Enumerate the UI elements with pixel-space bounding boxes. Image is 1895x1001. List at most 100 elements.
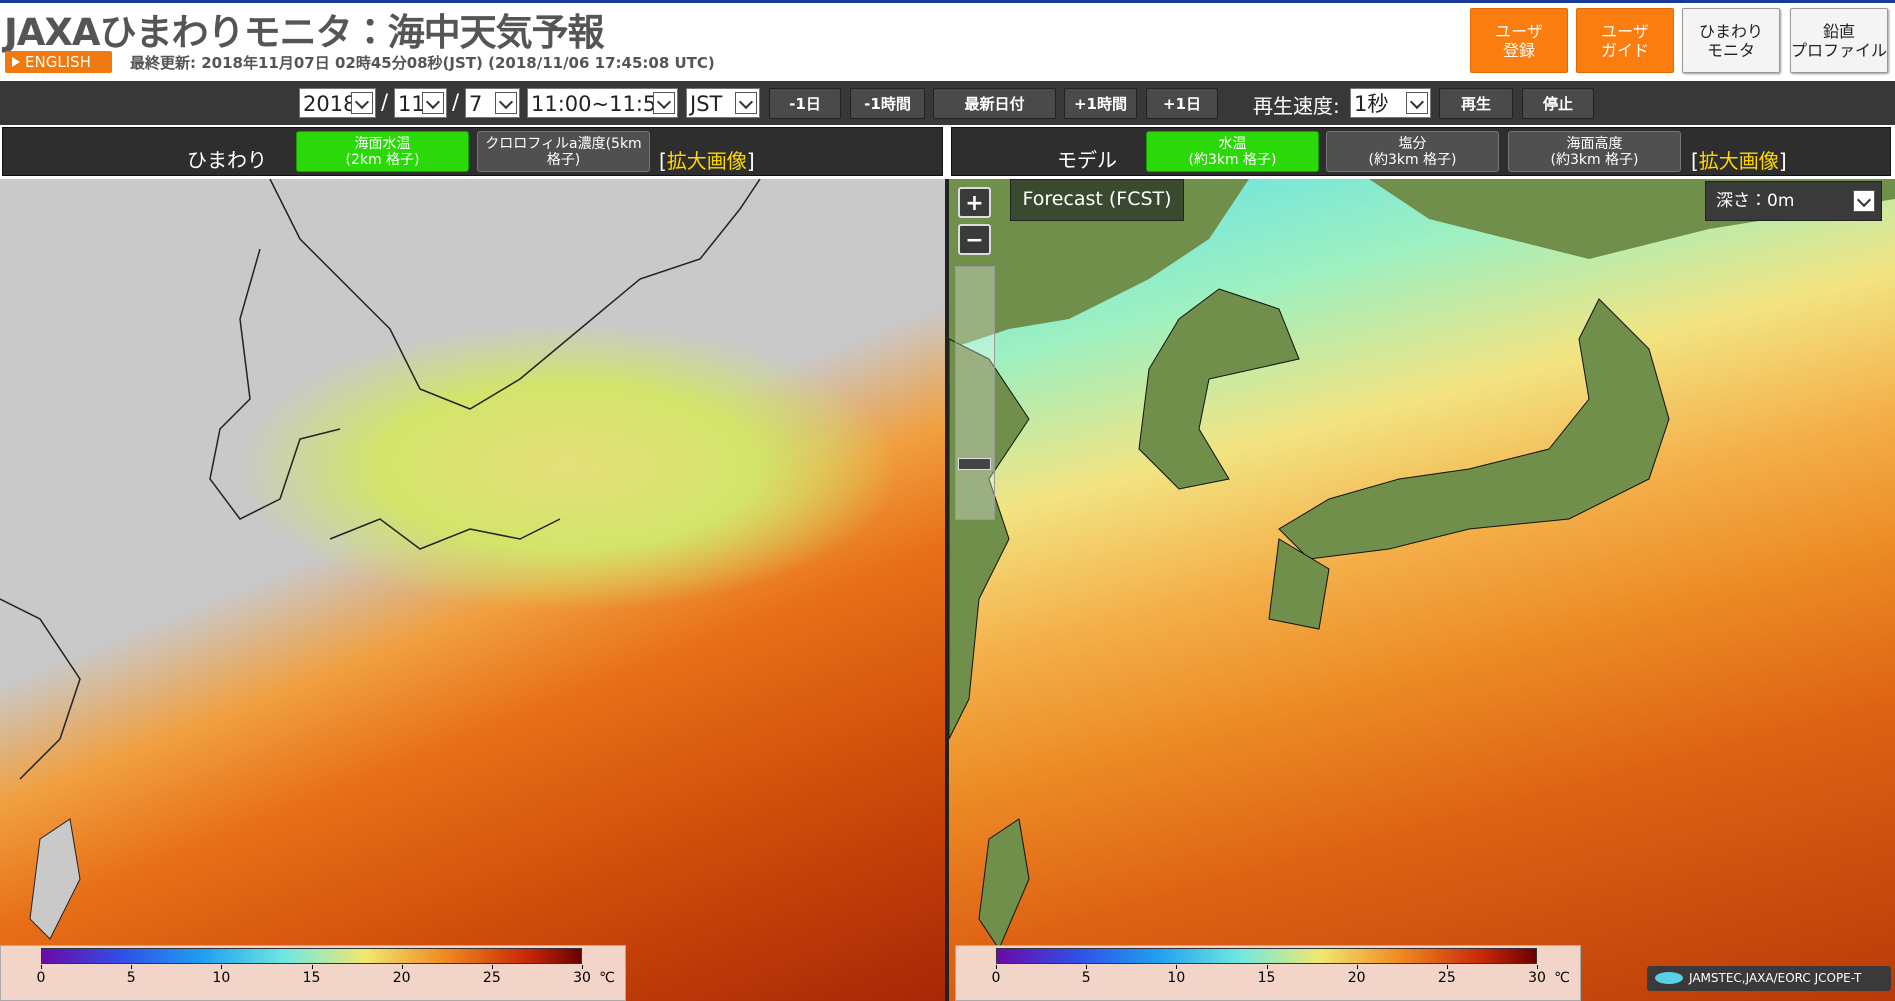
forecast-label: Forecast (FCST) bbox=[1010, 179, 1184, 221]
button-line: ひまわり bbox=[1698, 21, 1763, 41]
speed: 1秒 bbox=[1354, 92, 1389, 116]
colorbar-tick-label: 10 bbox=[212, 970, 231, 986]
colorbar-tick bbox=[221, 965, 223, 969]
colorbar-tick bbox=[582, 965, 583, 969]
panel-label: ひまわり bbox=[187, 148, 267, 172]
tz: JST bbox=[690, 92, 723, 116]
bracket: ] bbox=[1778, 149, 1787, 173]
colorbar-tick bbox=[1176, 965, 1178, 969]
colorbar-tick-label: 0 bbox=[36, 970, 46, 986]
button-line: (約3km 格子) bbox=[1368, 151, 1457, 168]
step-button[interactable]: -1日 bbox=[769, 88, 841, 119]
tz-select[interactable]: JST bbox=[686, 88, 760, 118]
tab-button[interactable]: 水温 (約3km 格子) bbox=[1146, 131, 1319, 172]
depth-select[interactable]: 深さ：0m bbox=[1705, 181, 1882, 221]
tab-button[interactable]: 塩分 (約3km 格子) bbox=[1326, 131, 1499, 172]
model-map[interactable] bbox=[949, 179, 1895, 1001]
colorbar-tick bbox=[996, 965, 997, 969]
colorbar: 0 5 10 15 20 25 30 ℃ bbox=[0, 945, 626, 1001]
year: 2018 bbox=[303, 92, 357, 116]
month: 11 bbox=[398, 92, 425, 116]
step-button[interactable]: 最新日付 bbox=[933, 88, 1056, 119]
day-select[interactable]: 7 bbox=[465, 88, 520, 118]
month-select[interactable]: 11 bbox=[394, 88, 447, 118]
colorbar-tick bbox=[1356, 965, 1358, 969]
button-line: (2km 格子) bbox=[345, 151, 420, 168]
left-panel-header bbox=[2, 127, 943, 176]
colorbar-tick-label: 10 bbox=[1167, 970, 1186, 986]
colorbar-tick-label: 15 bbox=[1257, 970, 1276, 986]
depth-label: 深さ： bbox=[1716, 191, 1767, 211]
button-line: ユーザ bbox=[1601, 21, 1649, 41]
colorbar-tick bbox=[1446, 965, 1448, 969]
colorbar-tick-label: 15 bbox=[302, 970, 321, 986]
separator: / bbox=[381, 90, 389, 114]
button-line: 鉛直 bbox=[1822, 21, 1855, 41]
play-button[interactable]: 再生 bbox=[1439, 88, 1513, 119]
button-line: ユーザ bbox=[1495, 21, 1543, 41]
button-line: 登録 bbox=[1502, 40, 1535, 60]
nav-button[interactable]: ひまわり モニタ bbox=[1682, 8, 1780, 73]
page-title: JAXAひまわりモニタ：海中天気予報 bbox=[4, 11, 605, 54]
himawari-map[interactable] bbox=[0, 179, 945, 1001]
bracket: ] bbox=[746, 149, 755, 173]
time-select[interactable]: 11:00~11:59 bbox=[527, 88, 678, 118]
speed-select[interactable]: 1秒 bbox=[1350, 88, 1431, 118]
english-button[interactable]: ENGLISH bbox=[5, 51, 112, 73]
button-line: (約3km 格子) bbox=[1188, 151, 1277, 168]
zoom-knob[interactable] bbox=[958, 458, 991, 470]
step-button[interactable]: -1時間 bbox=[850, 88, 925, 119]
step-button[interactable]: +1日 bbox=[1146, 88, 1218, 119]
colorbar-tick-label: 20 bbox=[392, 970, 411, 986]
colorbar-tick-label: 25 bbox=[482, 970, 501, 986]
zoom-in-button[interactable]: + bbox=[958, 187, 991, 218]
zoom-slider[interactable] bbox=[955, 266, 995, 520]
colorbar-tick-label: 0 bbox=[991, 970, 1001, 986]
year-select[interactable]: 2018 bbox=[299, 88, 376, 118]
expand-link[interactable]: [拡大画像] bbox=[659, 145, 755, 174]
colorbar-tick bbox=[1266, 965, 1268, 969]
expand-text[interactable]: 拡大画像 bbox=[666, 149, 747, 173]
colorbar-tick bbox=[401, 965, 403, 969]
tab-button[interactable]: クロロフィルa濃度(5km 格子) bbox=[477, 131, 650, 172]
colorbar: 0 5 10 15 20 25 30 ℃ bbox=[955, 945, 1581, 1001]
colorbar-tick-label: 5 bbox=[1081, 970, 1091, 986]
button-line: プロファイル bbox=[1791, 40, 1888, 60]
map-land bbox=[949, 179, 1895, 951]
button-line: 海面高度 bbox=[1566, 135, 1623, 152]
bracket: [ bbox=[1691, 149, 1699, 173]
nav-button[interactable]: 鉛直 プロファイル bbox=[1790, 8, 1888, 73]
bracket: [ bbox=[659, 149, 667, 173]
stop-button[interactable]: 停止 bbox=[1522, 88, 1594, 119]
expand-text[interactable]: 拡大画像 bbox=[1698, 149, 1779, 173]
colorbar-unit: ℃ bbox=[1554, 970, 1570, 986]
expand-link[interactable]: [拡大画像] bbox=[1691, 145, 1787, 174]
tab-button[interactable]: 海面水温 (2km 格子) bbox=[296, 131, 469, 172]
panel-label: モデル bbox=[1057, 148, 1117, 172]
map-outline bbox=[0, 179, 761, 940]
separator: / bbox=[452, 90, 460, 114]
button-line: 格子) bbox=[546, 151, 581, 168]
tab-button[interactable]: 海面高度 (約3km 格子) bbox=[1508, 131, 1681, 172]
nav-button[interactable]: ユーザ ガイド bbox=[1576, 8, 1674, 73]
colorbar-unit: ℃ bbox=[599, 970, 615, 986]
depth-value: 0m bbox=[1767, 191, 1795, 211]
speed-label: 再生速度: bbox=[1253, 94, 1340, 118]
last-updated: 最終更新: 2018年11月07日 02時45分08秒(JST) (2018/1… bbox=[130, 54, 715, 72]
colorbar-tick-label: 25 bbox=[1437, 970, 1456, 986]
colorbar-tick bbox=[1086, 965, 1088, 969]
zoom-out-button[interactable]: − bbox=[958, 224, 991, 255]
step-button[interactable]: +1時間 bbox=[1064, 88, 1137, 119]
colorbar-tick bbox=[491, 965, 493, 969]
divider bbox=[945, 179, 949, 1001]
nav-button[interactable]: ユーザ 登録 bbox=[1470, 8, 1568, 73]
button-line: 水温 bbox=[1218, 135, 1247, 152]
button-line: クロロフィルa濃度(5km bbox=[485, 135, 642, 152]
colorbar-tick bbox=[41, 965, 42, 969]
colorbar-tick-label: 30 bbox=[1528, 970, 1546, 986]
button-line: ガイド bbox=[1600, 40, 1649, 60]
colorbar-tick bbox=[1537, 965, 1538, 969]
colorbar-tick-label: 30 bbox=[573, 970, 591, 986]
